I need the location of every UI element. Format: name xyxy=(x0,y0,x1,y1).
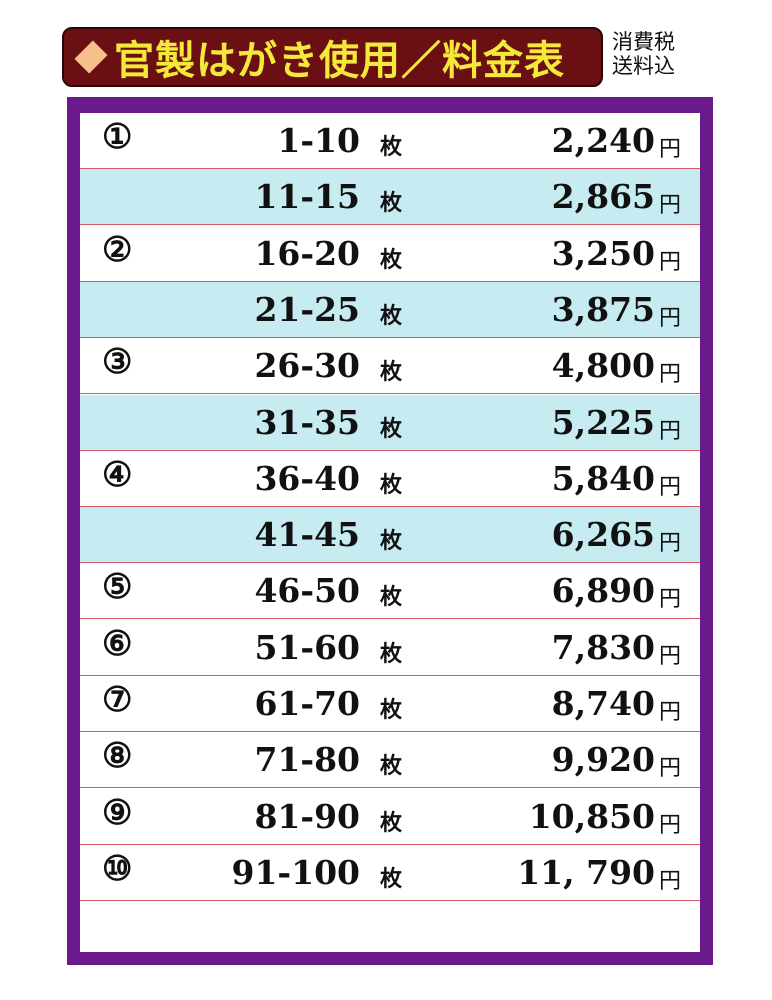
unit-label: 枚 xyxy=(380,416,403,442)
title-banner: 官製はがき使用／料金表 xyxy=(62,27,603,87)
unit-label: 枚 xyxy=(380,866,403,892)
row-number: ③ xyxy=(102,342,133,383)
quantity-range: 71-80 xyxy=(254,740,360,780)
table-row: ⑧ 71-80 枚 9,920 円 xyxy=(80,732,700,789)
quantity-range: 26-30 xyxy=(254,346,360,386)
unit-label: 枚 xyxy=(380,529,403,555)
quantity-range: 1-10 xyxy=(277,121,360,160)
table-row: 31-35 枚 5,225 円 xyxy=(80,394,700,451)
price: 6,890 xyxy=(551,571,655,611)
price: 2,240 xyxy=(551,121,655,160)
unit-label: 枚 xyxy=(380,641,403,667)
quantity-range: 81-90 xyxy=(254,796,360,836)
price: 7,830 xyxy=(551,627,655,667)
unit-label: 枚 xyxy=(380,135,403,160)
quantity-range: 21-25 xyxy=(254,289,360,329)
row-number: ⑨ xyxy=(102,792,133,833)
row-number: ① xyxy=(102,117,133,157)
currency-label: 円 xyxy=(659,812,682,838)
unit-label: 枚 xyxy=(380,303,403,329)
price: 10,850 xyxy=(528,796,655,836)
unit-label: 枚 xyxy=(380,698,403,723)
quantity-range: 61-70 xyxy=(254,684,360,723)
unit-label: 枚 xyxy=(380,472,403,498)
quantity-range: 51-60 xyxy=(254,627,360,667)
tax-note-line2: 送料込 xyxy=(612,54,675,78)
price: 3,875 xyxy=(551,289,655,329)
price: 9,920 xyxy=(551,740,655,780)
quantity-range: 31-35 xyxy=(254,402,360,442)
currency-label: 円 xyxy=(659,137,682,162)
row-number: ⑥ xyxy=(102,623,133,664)
price: 5,225 xyxy=(551,402,655,442)
unit-label: 枚 xyxy=(380,191,403,217)
unit-label: 枚 xyxy=(380,360,403,386)
currency-label: 円 xyxy=(659,643,682,669)
price: 3,250 xyxy=(551,233,655,273)
tax-note-line1: 消費税 xyxy=(612,30,675,54)
price: 11, 790 xyxy=(517,852,655,892)
table-row: ② 16-20 枚 3,250 円 xyxy=(80,226,700,282)
row-number: ⑩ xyxy=(102,848,133,889)
unit-label: 枚 xyxy=(380,754,403,780)
table-row: ③ 26-30 枚 4,800 円 xyxy=(80,338,700,395)
currency-label: 円 xyxy=(659,362,682,388)
currency-label: 円 xyxy=(659,474,682,500)
currency-label: 円 xyxy=(659,700,682,725)
table-row: ⑤ 46-50 枚 6,890 円 xyxy=(80,563,700,620)
unit-label: 枚 xyxy=(380,810,403,836)
price-table: ① 1-10 枚 2,240 円 11-15 枚 2,865 円 ② 16-20 枚 3,250 円 21-… xyxy=(80,113,700,952)
table-row: ⑩ 91-100 枚 11, 790 円 xyxy=(80,845,700,901)
quantity-range: 46-50 xyxy=(254,571,360,611)
table-row: ⑨ 81-90 枚 10,850 円 xyxy=(80,789,700,845)
currency-label: 円 xyxy=(659,587,682,613)
row-number: ⑧ xyxy=(102,736,133,777)
currency-label: 円 xyxy=(659,531,682,557)
quantity-range: 36-40 xyxy=(254,458,360,498)
unit-label: 枚 xyxy=(380,247,403,273)
table-row: ① 1-10 枚 2,240 円 xyxy=(80,113,700,169)
page-title: 官製はがき使用／料金表 xyxy=(114,37,565,84)
currency-label: 円 xyxy=(659,868,682,894)
quantity-range: 11-15 xyxy=(254,177,360,217)
price: 2,865 xyxy=(551,177,655,217)
currency-label: 円 xyxy=(659,193,682,219)
price: 6,265 xyxy=(551,515,655,555)
price: 4,800 xyxy=(551,346,655,386)
quantity-range: 41-45 xyxy=(254,515,360,555)
table-row: 11-15 枚 2,865 円 xyxy=(80,169,700,226)
diamond-icon xyxy=(74,40,108,74)
currency-label: 円 xyxy=(659,305,682,331)
table-row: 21-25 枚 3,875 円 xyxy=(80,281,700,338)
table-row: 41-45 枚 6,265 円 xyxy=(80,507,700,564)
price: 5,840 xyxy=(551,458,655,498)
price: 8,740 xyxy=(551,684,655,723)
row-number: ⑦ xyxy=(102,680,133,720)
table-row: ④ 36-40 枚 5,840 円 xyxy=(80,451,700,507)
currency-label: 円 xyxy=(659,756,682,782)
tax-note: 消費税 送料込 xyxy=(612,30,702,78)
row-number: ⑤ xyxy=(102,567,133,608)
row-number: ② xyxy=(102,229,133,270)
table-row: ⑥ 51-60 枚 7,830 円 xyxy=(80,620,700,676)
currency-label: 円 xyxy=(659,249,682,275)
unit-label: 枚 xyxy=(380,585,403,611)
quantity-range: 91-100 xyxy=(231,852,360,892)
row-number: ④ xyxy=(102,454,133,495)
table-row: ⑦ 61-70 枚 8,740 円 xyxy=(80,676,700,732)
quantity-range: 16-20 xyxy=(254,233,360,273)
currency-label: 円 xyxy=(659,418,682,444)
